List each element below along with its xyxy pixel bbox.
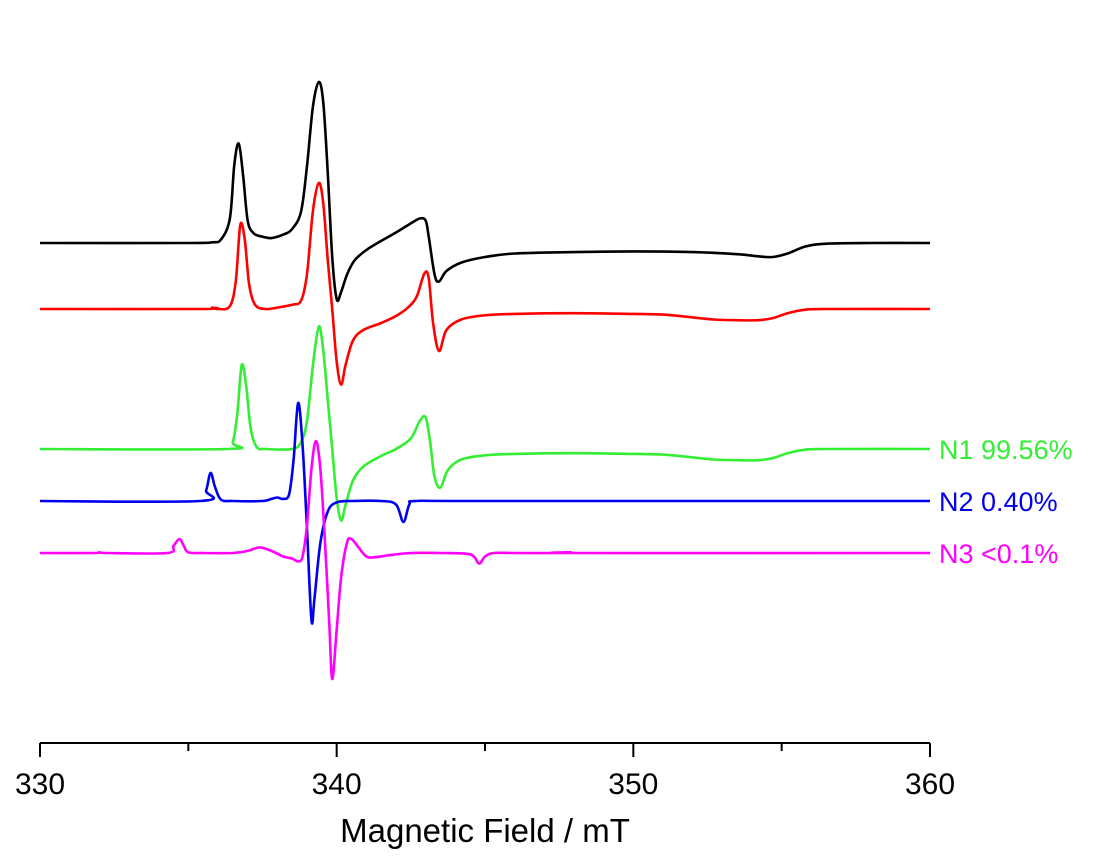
- series-label-n2: N2 0.40%: [939, 487, 1058, 517]
- x-axis: 330 340 350 360 Magnetic Field / mT: [15, 742, 955, 849]
- series-line-n1: [39, 325, 931, 522]
- series-label-n3: N3 <0.1%: [939, 539, 1058, 569]
- x-tick-label: 330: [15, 768, 65, 801]
- spectrum-traces: [39, 80, 931, 681]
- x-tick-label: 340: [312, 768, 362, 801]
- x-tick-label: 360: [905, 768, 955, 801]
- series-line-n2: [39, 401, 930, 625]
- series-line-trace-1: [39, 80, 931, 303]
- series-label-n1: N1 99.56%: [939, 435, 1073, 465]
- series-labels: N1 99.56% N2 0.40% N3 <0.1%: [939, 435, 1073, 569]
- x-axis-ticks: 330 340 350 360: [15, 743, 955, 801]
- x-tick-label: 350: [608, 768, 658, 801]
- x-axis-title: Magnetic Field / mT: [340, 812, 630, 849]
- series-line-trace-2: [39, 181, 931, 386]
- series-line-n3: [39, 439, 931, 681]
